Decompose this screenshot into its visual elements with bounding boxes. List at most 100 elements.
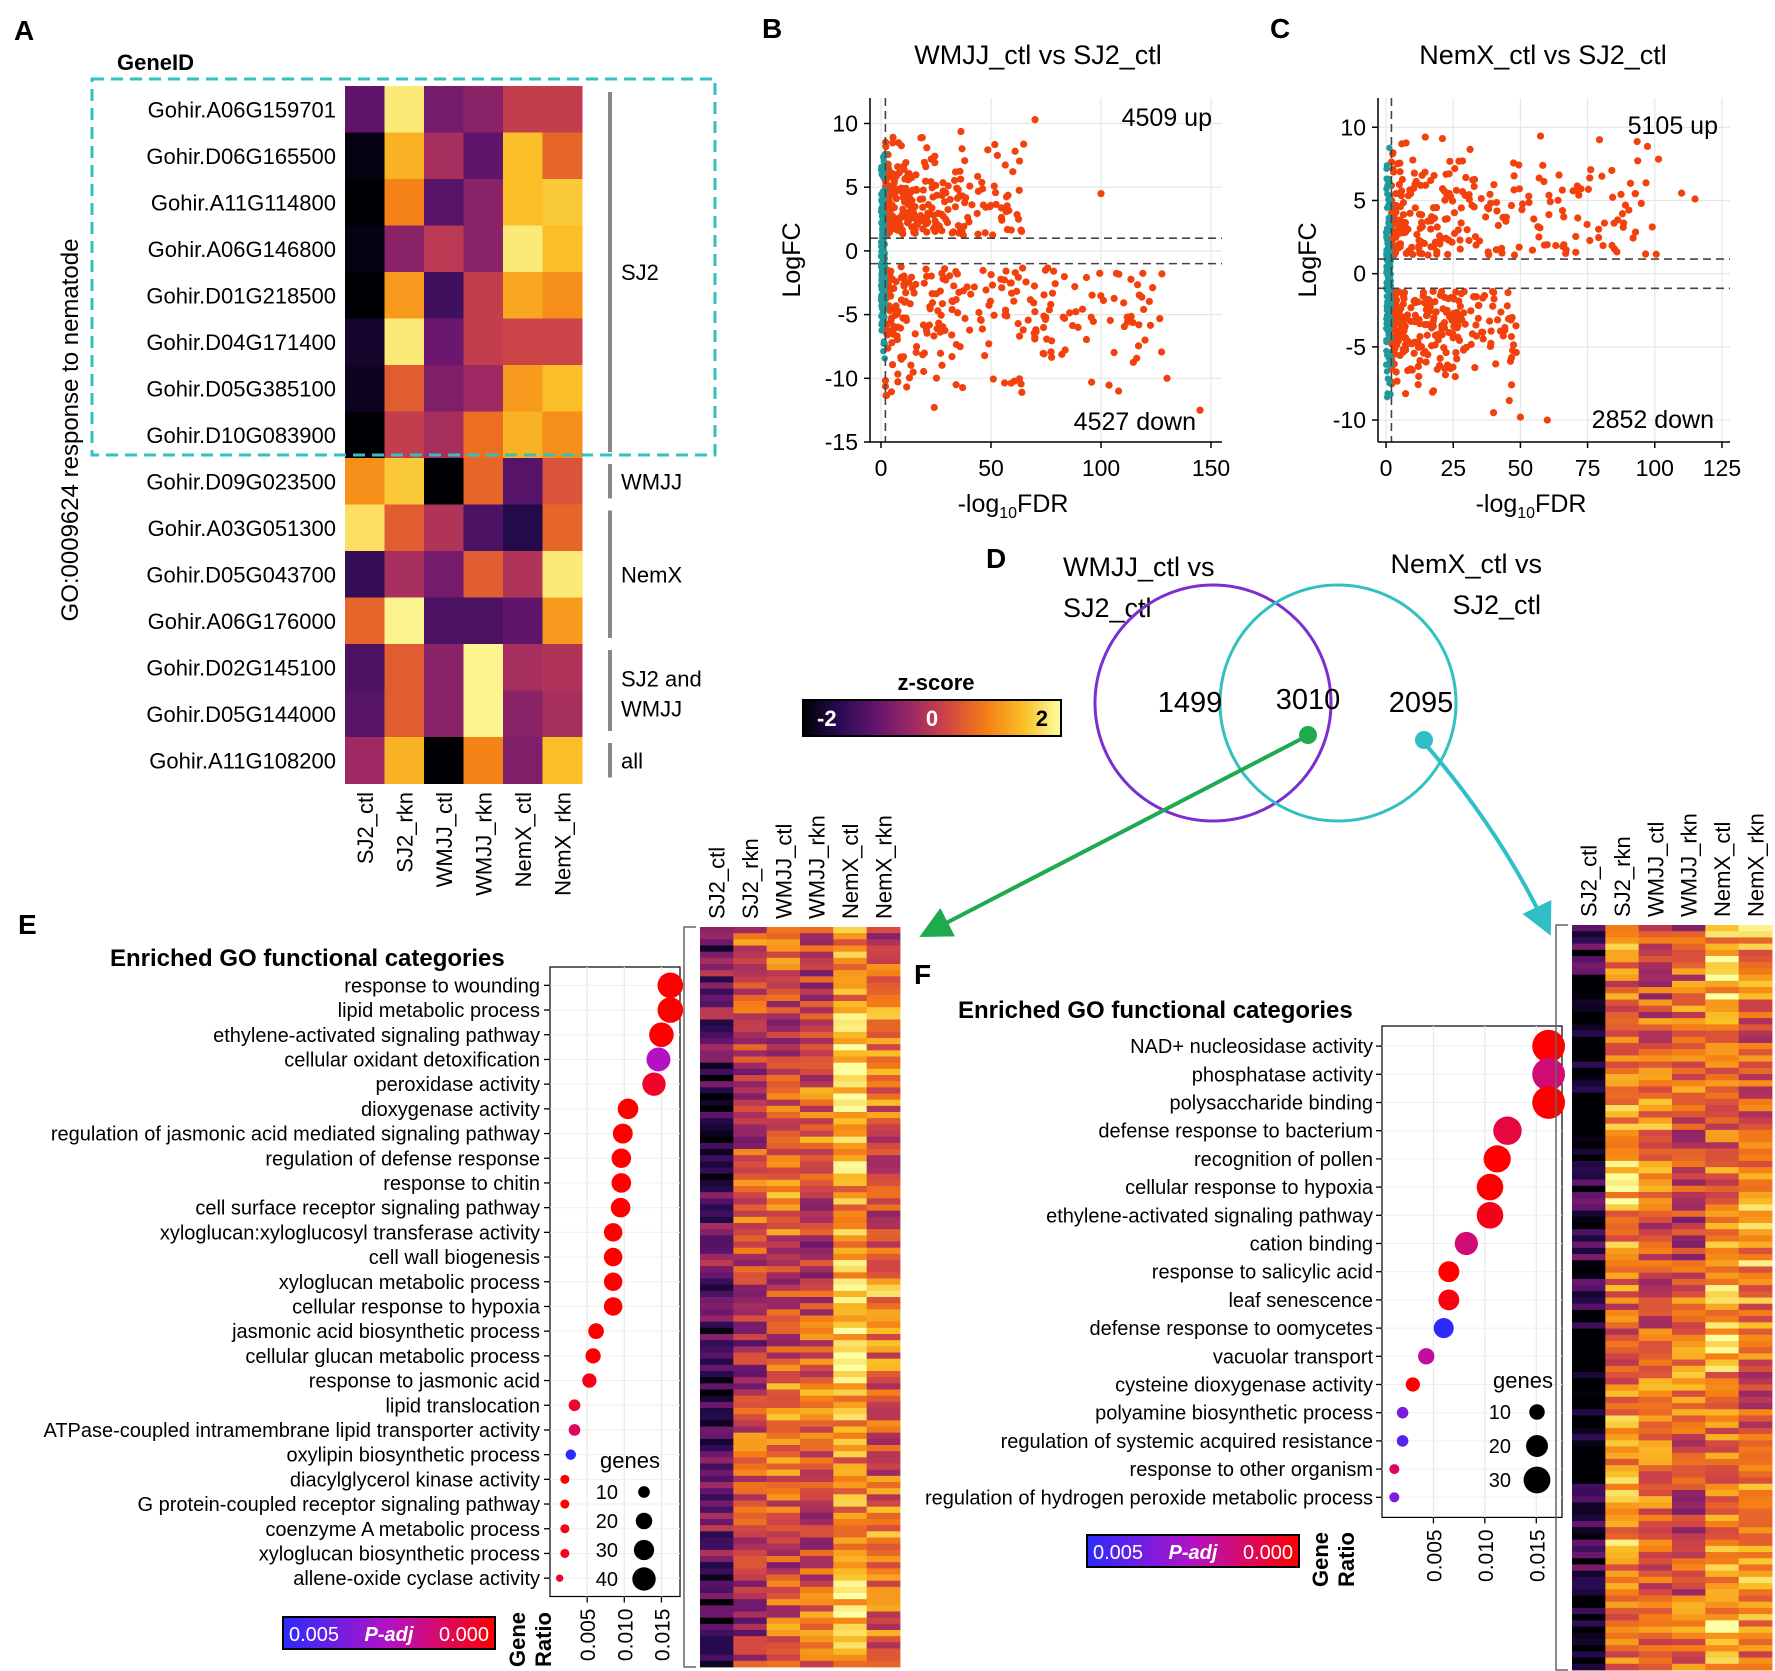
panel-a-heatmap [345,86,583,784]
heatmap-cell [733,1186,768,1193]
heatmap-cell [766,1500,801,1508]
volcano-point-significant [1441,371,1450,379]
heatmap-cell [833,1321,868,1329]
heatmap-cell [1605,1452,1640,1460]
volcano-point-significant [1485,205,1493,213]
volcano-point-significant [1691,195,1699,203]
panel-d: D WMJJ_ctl vs SJ2_ctl NemX_ctl vs SJ2_ct… [919,543,1552,937]
go-term-dot [1493,1116,1522,1145]
heatmap-cell [1672,1049,1706,1056]
heatmap-cell [700,1272,734,1279]
volcano-point-significant [905,169,913,178]
heatmap-cell [1738,1452,1773,1460]
heatmap-cell [1705,999,1740,1007]
volcano-point-significant [1419,349,1428,357]
heatmap-cell [866,1167,901,1175]
heatmap-cell [800,1475,834,1483]
volcano-point-significant [891,190,899,199]
volcano-point-significant [1412,177,1420,185]
heatmap-cell [1705,1303,1740,1311]
heatmap-cell [1638,1216,1673,1224]
heatmap-cell [833,1105,868,1113]
go-term-dot [1396,1435,1409,1447]
volcano-point-significant [1572,248,1580,256]
heatmap-cell [766,1235,801,1242]
heatmap-a-cell [542,365,583,412]
volcano-point-significant [1614,216,1622,224]
heatmap-cell [800,1537,834,1545]
heatmap-cell [1572,1198,1606,1205]
heatmap-cell [1638,1434,1673,1441]
heatmap-cell [833,1136,868,1144]
venn-overlap-count: 3010 [1276,684,1341,716]
heatmap-column-label: NemX_ctl [1710,822,1735,917]
volcano-point-significant [1066,309,1074,317]
volcano-point-significant [1507,201,1516,210]
go-term-dot [1532,1029,1566,1063]
heatmap-cell [700,1241,734,1249]
heatmap-cell [1638,1266,1673,1274]
heatmap-cell [1572,1297,1606,1305]
heatmap-cell [1638,1167,1673,1174]
heatmap-a-cell [463,551,504,598]
heatmap-cell [1638,1372,1673,1379]
heatmap-cell [866,1358,901,1366]
heatmap-cell [1605,1632,1640,1640]
heatmap-cell [866,1617,901,1625]
heatmap-cell [1572,1216,1606,1224]
go-term-dot [1389,1492,1400,1503]
volcano-point-significant [919,195,927,203]
heatmap-cell [866,1297,901,1304]
heatmap-cell [1738,1340,1773,1348]
heatmap-cell [1638,1018,1673,1025]
heatmap-cell [1672,1620,1706,1627]
heatmap-cell [1605,956,1640,963]
volcano-point-significant [1562,249,1570,258]
heatmap-cell [766,945,801,953]
heatmap-cell [1738,1074,1773,1081]
heatmap-cell [1705,937,1740,945]
heatmap-cell [1572,1030,1606,1038]
heatmap-cell [1738,1123,1773,1131]
heatmap-cell [766,1179,801,1187]
heatmap-cell [700,1247,734,1255]
volcano-point-significant [1479,335,1487,343]
heatmap-cell [1672,1117,1706,1125]
volcano-point-significant [1626,179,1635,187]
heatmap-cell [766,1124,801,1131]
volcano-point-significant [1470,175,1479,184]
heatmap-cell [733,951,768,959]
heatmap-cell [1672,1378,1706,1385]
x-tick-label: 0 [875,455,888,481]
heatmap-cell [733,1562,768,1569]
heatmap-cell [833,1149,868,1156]
heatmap-cell [1638,1080,1673,1087]
heatmap-cell [1738,1235,1773,1243]
heatmap-a-cell [542,411,583,459]
padj-colorbar [1086,1534,1300,1568]
heatmap-cell [1705,1005,1740,1013]
heatmap-cell [1605,1191,1640,1199]
heatmap-cell [833,1272,868,1279]
heatmap-cell [866,1303,901,1310]
heatmap-cell [1672,1632,1706,1640]
volcano-point-significant [1631,228,1640,236]
volcano-point-significant [902,289,910,297]
heatmap-cell [1572,1465,1606,1472]
volcano-point-significant [902,213,910,222]
volcano-point-significant [1509,341,1518,349]
heatmap-cell [1638,1148,1673,1156]
volcano-point-significant [1007,379,1015,387]
heatmap-cell [766,1482,801,1489]
x-tick-label: 100 [1636,455,1674,481]
heatmap-cell [1705,1465,1740,1472]
heatmap-cell [1638,1626,1673,1634]
volcano-point-significant [900,198,909,206]
heatmap-cell [866,1395,901,1403]
go-term-dot [1476,1173,1504,1201]
heatmap-cell [1605,1595,1640,1603]
heatmap-a-cell [345,411,385,459]
heatmap-cell [1738,1471,1773,1478]
heatmap-cell [700,1099,734,1107]
heatmap-cell [1605,943,1640,951]
